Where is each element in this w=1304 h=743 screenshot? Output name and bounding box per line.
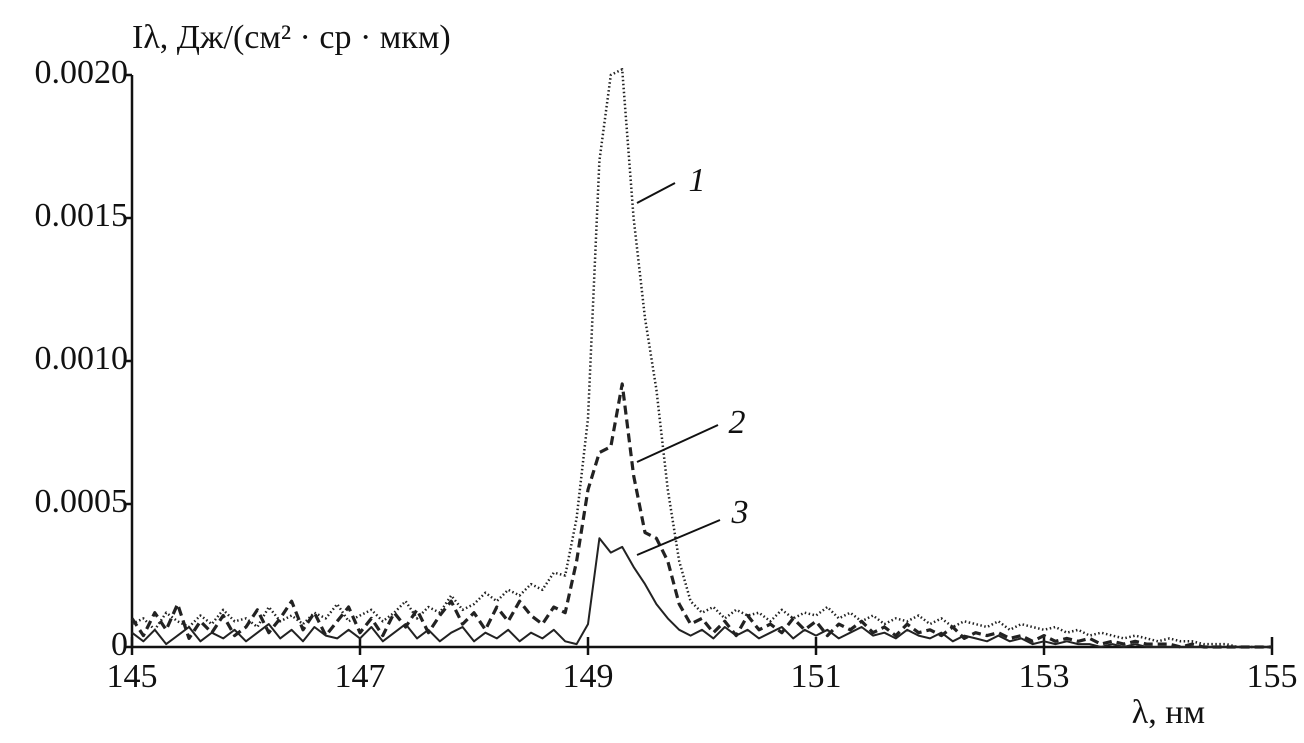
x-tick-label: 147 xyxy=(335,658,386,695)
series-line xyxy=(130,382,1272,649)
x-tick-label: 149 xyxy=(563,658,614,695)
y-tick-label: 0 xyxy=(111,626,128,663)
x-axis-label: λ, нм xyxy=(1132,694,1205,731)
leader-line xyxy=(636,182,676,204)
leader-line xyxy=(636,424,719,463)
y-tick-label: 0.0015 xyxy=(35,197,129,234)
x-tick-label: 151 xyxy=(791,658,842,695)
x-tick-label: 155 xyxy=(1247,658,1298,695)
y-tick-label: 0.0020 xyxy=(35,54,129,91)
leader-line xyxy=(636,519,721,556)
series-label: 3 xyxy=(731,494,749,531)
y-tick-label: 0.0010 xyxy=(35,340,129,377)
x-tick-label: 153 xyxy=(1019,658,1070,695)
x-tick-label: 145 xyxy=(107,658,158,695)
series-line xyxy=(131,537,1272,648)
series-line xyxy=(131,68,1272,649)
series-label: 1 xyxy=(689,162,706,199)
series-label: 2 xyxy=(729,404,746,441)
y-axis-label: Iλ, Дж/(см² · ср · мкм) xyxy=(132,19,451,56)
y-tick-label: 0.0005 xyxy=(35,483,129,520)
